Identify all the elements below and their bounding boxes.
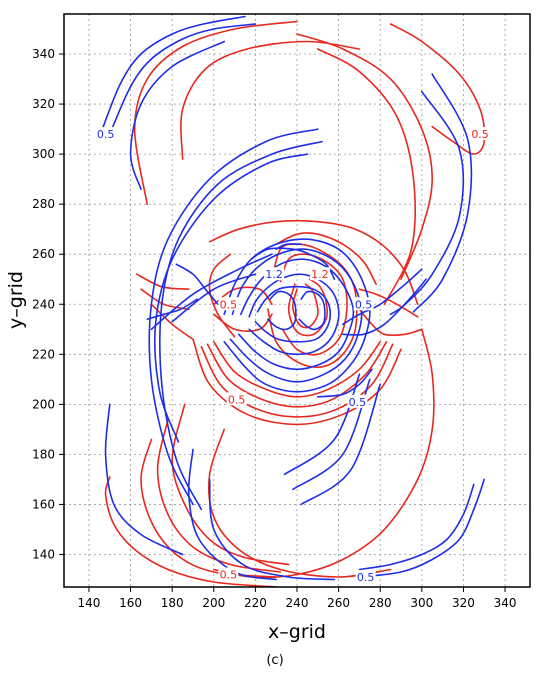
- x-tick-label: 240: [286, 596, 309, 610]
- y-tick-label: 180: [32, 447, 55, 461]
- red-contour-line: [156, 418, 282, 573]
- contour-label-bg: [226, 392, 247, 406]
- red-contour-line: [287, 278, 329, 337]
- blue-contour-label: 0.5: [97, 128, 115, 141]
- x-tick-label: 140: [78, 596, 101, 610]
- x-tick-label: 180: [161, 596, 184, 610]
- blue-contour-line: [412, 73, 473, 313]
- red-contour-line: [206, 341, 388, 408]
- red-contour-line: [150, 303, 194, 341]
- blue-contour-label: 0.5: [357, 571, 375, 584]
- blue-contour-line: [358, 483, 475, 571]
- blue-contour-line: [159, 140, 323, 511]
- y-tick-label: 220: [32, 347, 55, 361]
- y-tick-label: 240: [32, 297, 55, 311]
- blue-contour-line: [146, 298, 198, 321]
- red-contour-line: [180, 40, 361, 160]
- red-contour-label: 1.2: [311, 268, 329, 281]
- red-contour-line: [133, 20, 298, 205]
- red-contour-line: [296, 33, 433, 280]
- red-contour-line: [213, 328, 435, 579]
- red-contour-line: [208, 219, 419, 306]
- red-contour-line: [317, 48, 417, 306]
- blue-contour-line: [248, 273, 340, 356]
- red-contour-line: [104, 476, 277, 587]
- contour-label-bg: [470, 127, 491, 141]
- red-contour-line: [389, 23, 486, 155]
- contour-lines: [100, 15, 486, 587]
- x-axis-title: x–grid: [268, 621, 326, 643]
- red-contour-line: [275, 232, 377, 285]
- x-tick-label: 200: [202, 596, 225, 610]
- y-tick-label: 140: [32, 547, 55, 561]
- blue-contour-line: [153, 153, 309, 443]
- blue-contour-line: [342, 268, 423, 326]
- x-tick-label: 340: [494, 596, 517, 610]
- red-contour-line: [208, 253, 236, 338]
- blue-contour-line: [250, 247, 336, 280]
- blue-contour-line: [342, 278, 427, 336]
- contour-label-bg: [309, 267, 330, 281]
- red-contour-label: 0.5: [228, 393, 246, 406]
- red-contour-line: [192, 338, 402, 426]
- figure-caption: (c): [266, 653, 283, 668]
- y-tick-label: 160: [32, 497, 55, 511]
- contour-label-bg: [353, 297, 374, 311]
- contour-label-bg: [95, 127, 116, 141]
- x-tick-label: 160: [119, 596, 142, 610]
- x-tick-label: 300: [410, 596, 433, 610]
- blue-contour-line: [358, 478, 485, 578]
- contour-label-bg: [218, 297, 239, 311]
- blue-contour-line: [317, 368, 373, 398]
- red-contour-line: [291, 283, 319, 329]
- blue-contour-label: 0.5: [349, 396, 367, 409]
- x-tick-label: 280: [369, 596, 392, 610]
- contour-label-bg: [264, 267, 285, 281]
- y-tick-label: 340: [32, 47, 55, 61]
- y-axis-ticks: 140 160 180 200 220 240 260 280 300 320 340: [32, 47, 64, 561]
- blue-contour-line: [148, 128, 319, 506]
- blue-contour-line: [300, 383, 381, 506]
- blue-contour-line: [175, 263, 219, 306]
- blue-contour-line: [109, 23, 257, 135]
- red-contour-label: 0.5: [471, 128, 489, 141]
- blue-contour-label: 1.2: [265, 268, 283, 281]
- blue-contour-line: [208, 478, 336, 581]
- blue-contour-line: [254, 285, 332, 343]
- red-contour-line: [171, 403, 290, 566]
- y-tick-label: 200: [32, 397, 55, 411]
- contour-label-bg: [218, 567, 239, 581]
- contour-label-bg: [355, 569, 376, 583]
- blue-contour-line: [298, 290, 326, 331]
- blue-contour-line: [187, 448, 277, 581]
- y-tick-label: 280: [32, 197, 55, 211]
- red-contour-line: [208, 428, 392, 578]
- y-tick-label: 260: [32, 247, 55, 261]
- blue-contour-line: [171, 273, 257, 323]
- blue-contour-line: [129, 40, 225, 190]
- red-contour-label: 0.5: [220, 298, 238, 311]
- y-tick-label: 300: [32, 147, 55, 161]
- blue-contour-line: [275, 243, 302, 250]
- x-tick-label: 260: [327, 596, 350, 610]
- blue-contour-label: 0.5: [355, 298, 373, 311]
- red-contour-line: [200, 343, 394, 418]
- blue-contour-line: [104, 403, 184, 556]
- red-contour-line: [358, 308, 423, 337]
- red-contour-line: [213, 341, 381, 398]
- contour-labels: 0.5 0.5 1.2 1.2 0.5 0.5 0.5 0.5 0.5 0.5: [95, 127, 491, 584]
- blue-contour-line: [267, 290, 297, 331]
- y-axis-title: y–grid: [5, 271, 27, 329]
- red-contour-label: 0.5: [220, 568, 238, 581]
- contour-label-bg: [347, 394, 368, 408]
- x-tick-label: 220: [244, 596, 267, 610]
- blue-contour-line: [100, 15, 246, 133]
- y-tick-label: 320: [32, 97, 55, 111]
- x-axis-ticks: 140 160 180 200 220 240 260 280 300 320 340: [78, 587, 517, 610]
- x-tick-label: 320: [452, 596, 475, 610]
